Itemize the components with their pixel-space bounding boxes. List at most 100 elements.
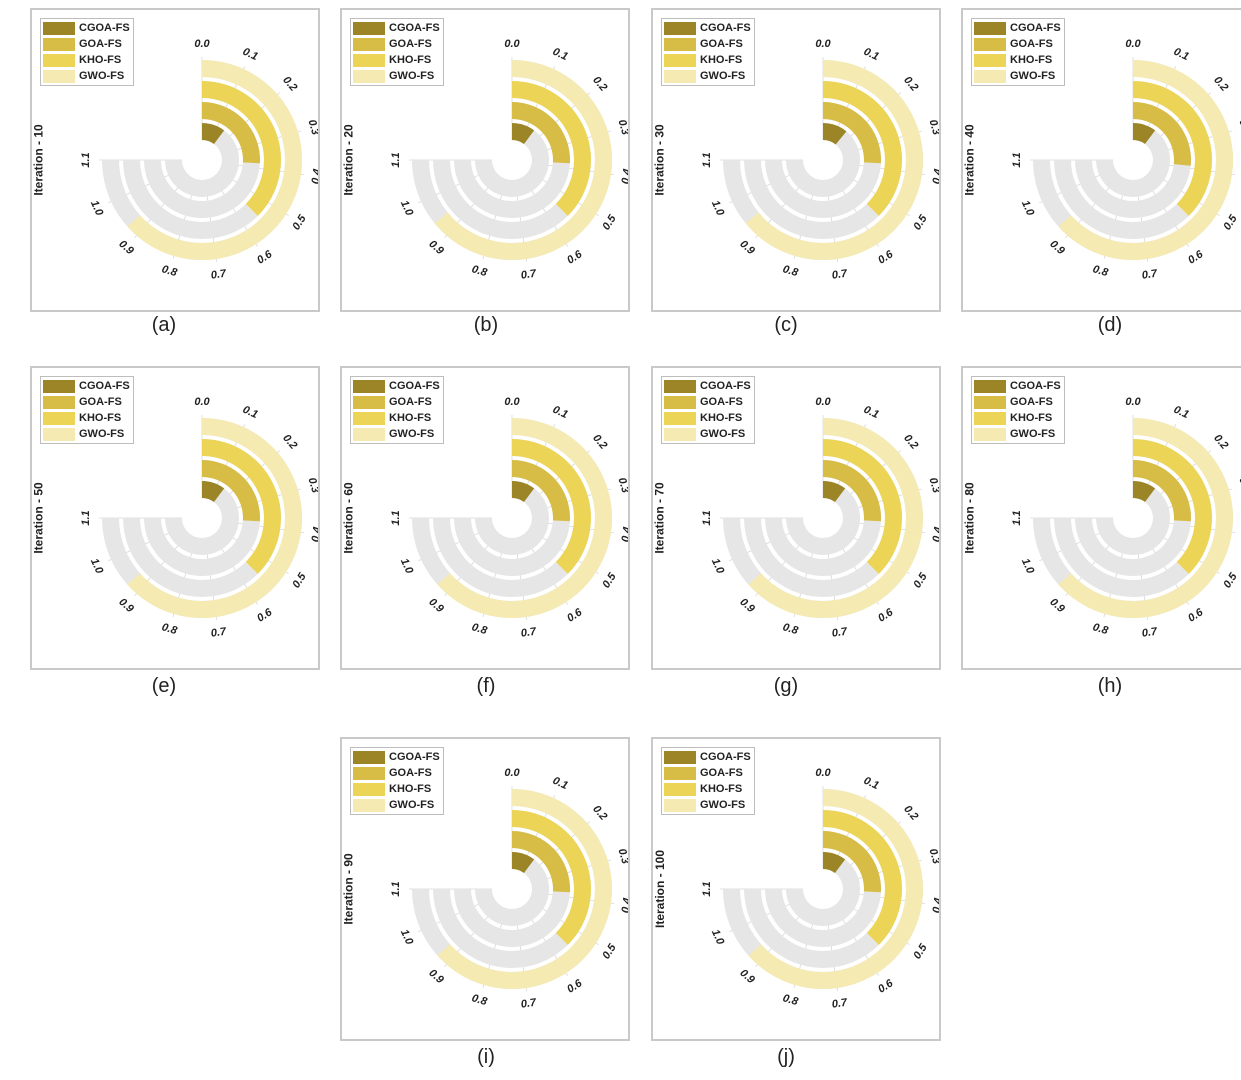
radial-bar-chart: 0.0 0.1 0.2 0.3 0.4 0.5 0.6 0.7 0.8 0.9 1.0 1.1 xyxy=(390,767,628,1011)
legend-swatch xyxy=(43,53,75,67)
bar-gwo-fs xyxy=(748,789,923,989)
legend: CGOA-FS GOA-FS KHO-FS GWO-FS xyxy=(971,18,1065,86)
tick-label: 0.2 xyxy=(901,74,920,93)
chart-panel-i: Iteration - 90 0.0 0.1 0.2 0.3 0.4 0.5 0.6 0.7 0.… xyxy=(340,737,630,1041)
bar-goa-fs xyxy=(1133,460,1191,522)
legend-item: GWO-FS xyxy=(43,426,130,442)
bar-track xyxy=(786,481,860,555)
legend-swatch xyxy=(43,37,75,51)
legend: CGOA-FS GOA-FS KHO-FS GWO-FS xyxy=(971,376,1065,444)
legend-item: GOA-FS xyxy=(974,36,1061,52)
tick-label: 0.9 xyxy=(737,596,757,616)
legend-label: GWO-FS xyxy=(79,70,125,82)
legend-label: GOA-FS xyxy=(700,767,743,779)
radial-bar-chart: 0.0 0.1 0.2 0.3 0.4 0.5 0.6 0.7 0.8 0.9 1.0 1.1 xyxy=(701,38,939,282)
bar-gwo-fs xyxy=(1058,418,1233,618)
chart-panel-a: Iteration - 10 0.0 0.1 0.2 0.3 0.4 0.5 0.6 0.7 0.… xyxy=(30,8,320,312)
tick-label: 0.2 xyxy=(901,803,920,822)
legend-item: GWO-FS xyxy=(664,68,751,84)
bar-cgoa-fs xyxy=(823,852,846,873)
legend-label: CGOA-FS xyxy=(1010,22,1061,34)
legend-label: GOA-FS xyxy=(79,396,122,408)
legend-swatch xyxy=(974,427,1006,441)
bar-cgoa-fs xyxy=(512,481,535,502)
tick-label: 0.1 xyxy=(551,46,570,63)
tick-label: 0.7 xyxy=(1141,268,1159,282)
tick-label: 0.5 xyxy=(911,570,930,590)
bar-track xyxy=(786,852,860,926)
tick-label: 0.3 xyxy=(1236,118,1241,136)
tick-label: 0.8 xyxy=(781,992,800,1008)
legend-swatch xyxy=(664,53,696,67)
tick-label: 0.8 xyxy=(470,621,489,637)
tick-label: 0.9 xyxy=(116,238,136,258)
legend-item: GWO-FS xyxy=(664,426,751,442)
chart-panel-j: Iteration - 100 0.0 0.1 0.2 0.3 0.4 0.5 0.6 0.7 0… xyxy=(651,737,941,1041)
legend-label: GOA-FS xyxy=(700,396,743,408)
tick-label: 0.7 xyxy=(831,626,849,640)
legend-swatch xyxy=(664,782,696,796)
legend-item: GOA-FS xyxy=(353,394,440,410)
caption-h: (h) xyxy=(1097,675,1123,697)
bar-goa-fs xyxy=(823,831,881,893)
legend-item: KHO-FS xyxy=(664,52,751,68)
tick-label: 1.0 xyxy=(398,199,416,219)
caption-f: (f) xyxy=(476,675,496,697)
legend-swatch xyxy=(664,766,696,780)
tick-label: 0.5 xyxy=(1221,570,1240,590)
tick-label: 0.1 xyxy=(241,46,260,63)
legend-item: KHO-FS xyxy=(353,410,440,426)
tick-label: 0.6 xyxy=(876,248,896,267)
legend-label: CGOA-FS xyxy=(389,22,440,34)
bar-cgoa-fs xyxy=(823,481,846,502)
tick-label: 0.0 xyxy=(1125,396,1141,408)
caption-i: (i) xyxy=(477,1046,495,1068)
bar-gwo-fs xyxy=(745,60,923,260)
tick-label: 0.2 xyxy=(590,803,609,822)
tick-label: 0.2 xyxy=(280,432,299,451)
tick-label: 0.1 xyxy=(862,404,881,421)
bar-cgoa-fs xyxy=(512,852,535,873)
tick-label: 0.9 xyxy=(737,238,757,258)
radial-bar-chart: 0.0 0.1 0.2 0.3 0.4 0.5 0.6 0.7 0.8 0.9 1.0 1.1 xyxy=(701,396,939,640)
legend-swatch xyxy=(43,21,75,35)
legend-label: GOA-FS xyxy=(1010,38,1053,50)
tick-label: 0.1 xyxy=(551,404,570,421)
chart-panel-b: Iteration - 20 0.0 0.1 0.2 0.3 0.4 0.5 0.6 0.7 0.… xyxy=(340,8,630,312)
legend-label: CGOA-FS xyxy=(700,22,751,34)
tick-label: 0.5 xyxy=(911,941,930,961)
tick-label: 0.2 xyxy=(901,432,920,451)
legend-item: CGOA-FS xyxy=(353,749,440,765)
legend-swatch xyxy=(664,395,696,409)
legend-item: GOA-FS xyxy=(664,394,751,410)
tick-label: 1.0 xyxy=(709,928,727,948)
legend-label: GWO-FS xyxy=(79,428,125,440)
tick-label: 0.1 xyxy=(551,775,570,792)
tick-label: 1.1 xyxy=(80,510,92,525)
tick-label: 0.9 xyxy=(1047,596,1067,616)
tick-label: 0.0 xyxy=(194,396,210,408)
bar-kho-fs xyxy=(823,439,902,574)
tick-label: 1.0 xyxy=(709,199,727,219)
chart-panel-f: Iteration - 60 0.0 0.1 0.2 0.3 0.4 0.5 0.6 0.7 0.… xyxy=(340,366,630,670)
legend-label: GOA-FS xyxy=(389,38,432,50)
bar-goa-fs xyxy=(512,102,570,164)
legend-swatch xyxy=(974,53,1006,67)
legend-swatch xyxy=(43,411,75,425)
radial-bar-chart: 0.0 0.1 0.2 0.3 0.4 0.5 0.6 0.7 0.8 0.9 1.0 1.1 xyxy=(80,396,318,640)
tick-label: 0.4 xyxy=(310,168,318,185)
legend-item: GOA-FS xyxy=(43,36,130,52)
bar-goa-fs xyxy=(512,831,570,893)
bar-track xyxy=(475,123,549,197)
tick-label: 0.5 xyxy=(911,212,930,232)
legend-label: GWO-FS xyxy=(389,428,435,440)
legend: CGOA-FS GOA-FS KHO-FS GWO-FS xyxy=(661,747,755,815)
legend-item: GOA-FS xyxy=(353,36,440,52)
tick-label: 0.0 xyxy=(815,38,831,50)
tick-label: 0.2 xyxy=(280,74,299,93)
legend-label: GWO-FS xyxy=(1010,70,1056,82)
tick-label: 0.9 xyxy=(1047,238,1067,258)
tick-label: 0.0 xyxy=(504,767,520,779)
bar-goa-fs xyxy=(202,102,260,164)
bar-track xyxy=(1096,123,1170,197)
